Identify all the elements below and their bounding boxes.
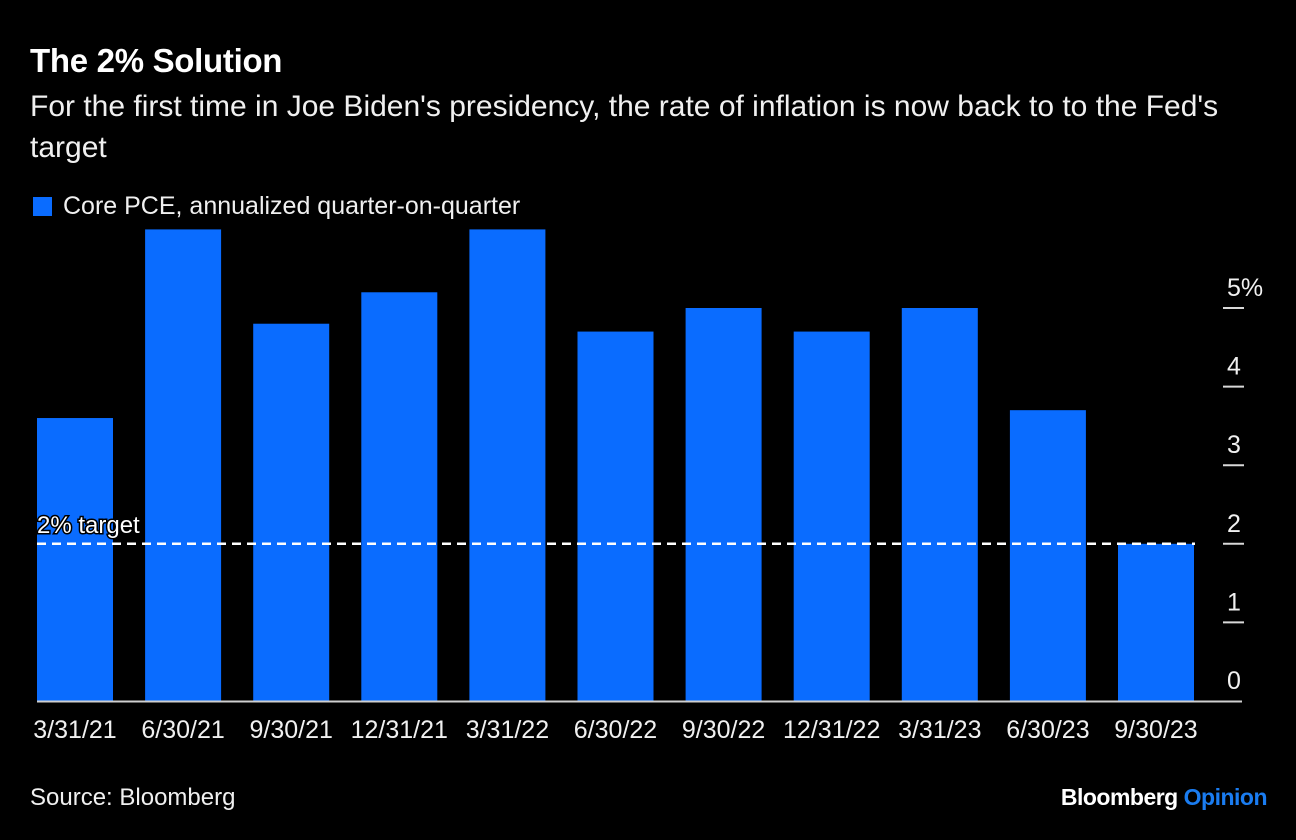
bar-9-30-21 [253, 323, 330, 701]
bar-9-30-22 [685, 308, 762, 701]
x-tick-label: 9/30/22 [682, 716, 765, 744]
bar-3-31-21 [37, 418, 113, 701]
bar-9-30-23 [1118, 543, 1194, 701]
x-tick-label: 12/31/22 [783, 716, 880, 744]
chart-title: The 2% Solution [30, 42, 283, 79]
x-tick-label: 12/31/21 [351, 716, 448, 744]
y-tick-label: 0 [1227, 667, 1241, 695]
bar-12-31-22 [793, 331, 870, 701]
bar-6-30-22 [577, 331, 654, 701]
x-tick-label: 3/31/21 [33, 716, 116, 744]
x-tick-label: 6/30/23 [1006, 716, 1089, 744]
brand-accent: Opinion [1183, 784, 1268, 810]
x-tick-label: 6/30/21 [141, 716, 224, 744]
x-tick-label: 3/31/23 [898, 716, 981, 744]
legend-swatch [33, 197, 52, 216]
source-note: Source: Bloomberg [30, 784, 236, 811]
y-tick-label: 3 [1227, 431, 1241, 459]
legend: Core PCE, annualized quarter-on-quarter [33, 192, 520, 221]
x-tick-label: 3/31/22 [466, 716, 549, 744]
bar-3-31-22 [469, 229, 546, 701]
x-tick-label: 9/30/23 [1114, 716, 1197, 744]
y-tick-label: 4 [1227, 353, 1241, 381]
bar-6-30-21 [145, 229, 222, 701]
chart-subtitle: For the first time in Joe Biden's presid… [30, 90, 1219, 164]
y-tick-label: 5% [1227, 274, 1263, 302]
legend-label: Core PCE, annualized quarter-on-quarter [63, 192, 521, 220]
x-tick-label: 9/30/21 [249, 716, 332, 744]
target-label: 2% target [37, 512, 140, 539]
brand-logo: Bloomberg Opinion [1060, 784, 1268, 811]
y-tick-label: 2 [1227, 510, 1241, 538]
x-tick-label: 6/30/22 [574, 716, 657, 744]
brand-main: Bloomberg [1060, 784, 1178, 810]
bar-6-30-23 [1009, 410, 1086, 701]
bar-3-31-23 [901, 308, 978, 701]
bar-12-31-21 [361, 292, 438, 701]
y-tick-label: 1 [1227, 588, 1241, 616]
